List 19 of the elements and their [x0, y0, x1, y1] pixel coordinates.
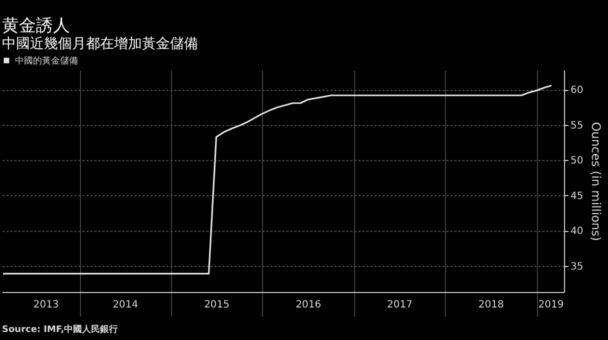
x-tick-label: 2015	[204, 300, 230, 310]
source-note: Source: IMF,中國人民銀行	[2, 324, 118, 335]
x-tick-label: 2017	[387, 300, 413, 310]
y-tick-label: 55	[570, 120, 584, 132]
y-tick-label: 60	[570, 85, 584, 96]
x-tick-label: 2018	[478, 300, 504, 310]
y-tick-label: 50	[570, 156, 584, 167]
line-series	[2, 84, 552, 274]
legend-label: 中國的黃金儲備	[15, 56, 78, 66]
chart-subtitle: 中國近幾個月都在增加黃金儲備	[2, 36, 198, 52]
y-tick-label: 40	[570, 226, 584, 238]
chart-title: 黄金誘人	[2, 16, 70, 35]
x-tick-label: 2016	[296, 300, 322, 310]
y-tick-label: 45	[570, 190, 584, 202]
x-tick-label: 2013	[33, 300, 59, 310]
x-tick-label: 2014	[112, 300, 138, 310]
y-axis-title: Ounces (in millions)	[589, 122, 604, 242]
x-tick-label: 2019	[538, 300, 564, 310]
y-tick-label: 35	[570, 261, 584, 272]
